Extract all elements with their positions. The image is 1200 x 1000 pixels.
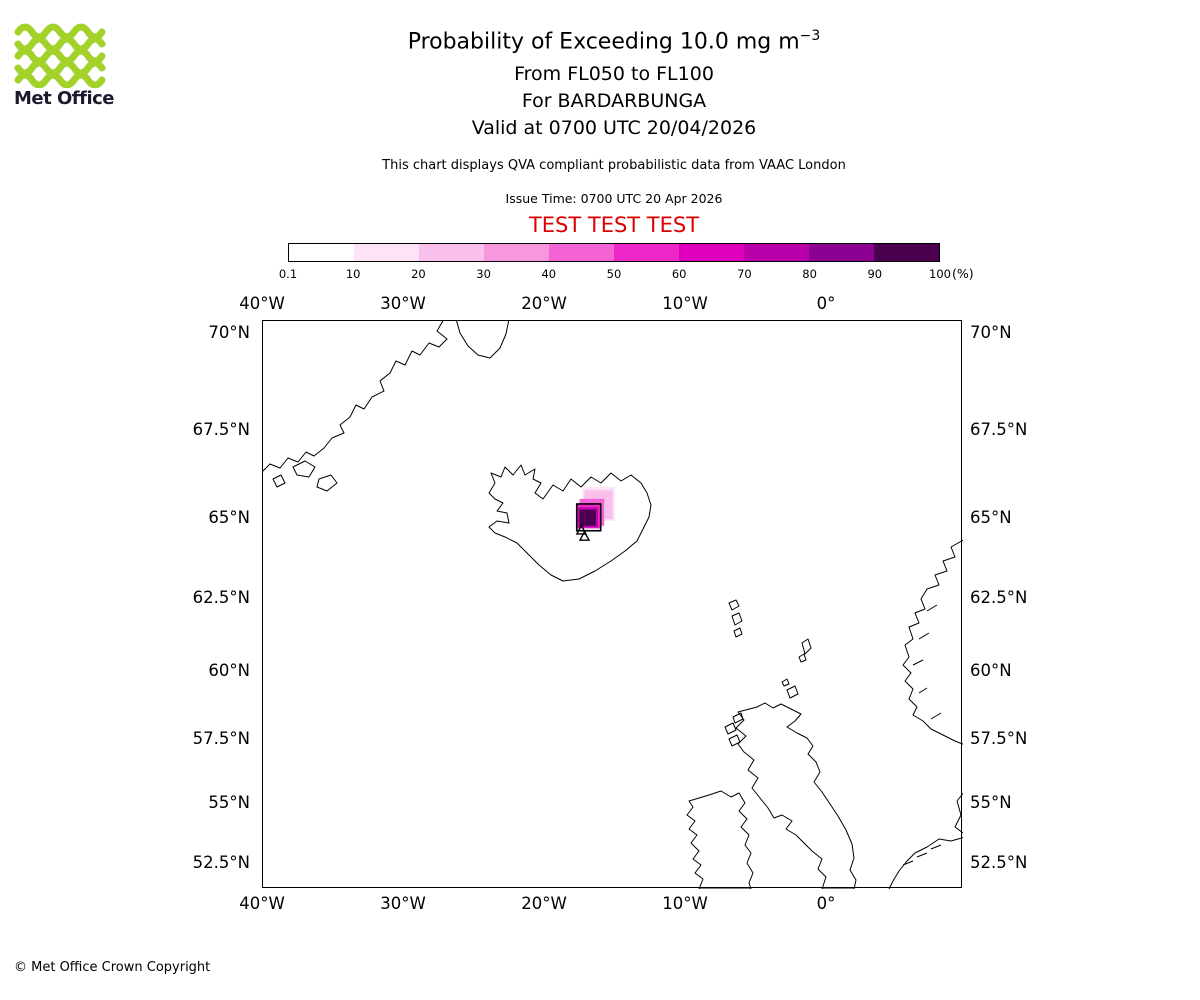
ash-contour-layer <box>575 503 602 541</box>
colorbar-ticks: 0.1 10 20 30 40 50 60 70 80 90 100 <box>279 267 951 283</box>
coastline-norway-fjords <box>912 604 942 720</box>
colorbar-segment <box>289 244 354 261</box>
coastline-greenland <box>263 321 448 472</box>
ash-cloud-layer <box>577 486 615 529</box>
map-canvas <box>263 321 963 889</box>
met-office-logo-text: Met Office <box>14 88 115 109</box>
coastline-hebrides <box>724 712 744 747</box>
latitude-label: 60°N <box>208 661 250 681</box>
latitude-label: 62.5°N <box>192 587 250 607</box>
colorbar-segment <box>679 244 744 261</box>
colorbar-segment <box>874 244 939 261</box>
longitude-label: 0° <box>816 894 836 913</box>
coastline-greenland-islands <box>272 460 338 492</box>
chart-title: Probability of Exceeding 10.0 mg m−3 <box>114 28 1114 54</box>
colorbar-segment <box>354 244 419 261</box>
latitude-label: 65°N <box>970 508 1012 528</box>
colorbar-segment <box>549 244 614 261</box>
colorbar-segment <box>614 244 679 261</box>
longitude-label: 30°W <box>380 294 426 313</box>
longitude-label: 20°W <box>521 894 567 913</box>
colorbar-segment <box>809 244 874 261</box>
qva-note: This chart displays QVA compliant probab… <box>382 158 846 173</box>
map-frame <box>262 320 963 889</box>
latitude-label: 55°N <box>208 792 250 812</box>
colorbar-tick-label: 90 <box>867 267 883 281</box>
coastline-norway <box>902 539 963 745</box>
chart-title-exponent: −3 <box>799 28 821 44</box>
colorbar-tick-label: 30 <box>476 267 491 281</box>
longitude-label: 30°W <box>380 894 426 913</box>
longitude-label: 20°W <box>521 294 567 313</box>
chart-title-text: Probability of Exceeding 10.0 mg m <box>407 29 800 55</box>
met-office-logo: Met Office <box>14 20 124 116</box>
title-block: Probability of Exceeding 10.0 mg m−3 Fro… <box>114 0 1114 250</box>
colorbar-segment <box>744 244 809 261</box>
flight-level-subtitle: From FL050 to FL100 <box>514 63 714 85</box>
latitude-label: 57.5°N <box>970 729 1028 749</box>
coastline-continental <box>888 792 963 889</box>
colorbar-unit-label: (%) <box>952 266 974 281</box>
latitude-label: 52.5°N <box>970 852 1028 872</box>
volcano-marker-icon <box>575 523 588 535</box>
colorbar-tick-label: 80 <box>802 267 817 281</box>
volcano-subtitle: For BARDARBUNGA <box>521 90 707 112</box>
latitude-label: 67.5°N <box>970 420 1028 440</box>
latitude-label: 67.5°N <box>192 420 250 440</box>
colorbar-tick-label: 50 <box>606 267 622 281</box>
volcano-marker-icon <box>578 530 591 541</box>
copyright-notice: © Met Office Crown Copyright <box>14 960 211 975</box>
colorbar-tick-label: 40 <box>541 267 557 281</box>
colorbar-segment <box>419 244 484 261</box>
latitude-label: 70°N <box>208 323 250 342</box>
longitude-label: 10°W <box>662 294 708 313</box>
longitude-label: 0° <box>816 294 836 313</box>
colorbar-tick-label: 10 <box>345 267 361 281</box>
test-banner: TEST TEST TEST <box>528 213 700 237</box>
longitude-label: 40°W <box>239 894 285 913</box>
met-office-waves-icon <box>14 23 106 88</box>
latitude-label: 70°N <box>970 323 1012 342</box>
latitude-label: 62.5°N <box>970 587 1028 607</box>
coastline-shetland-orkney <box>781 638 812 699</box>
colorbar-tick-label: 20 <box>411 267 426 281</box>
coastline-iceland <box>488 464 652 582</box>
ash-contour-outline <box>575 503 602 532</box>
colorbar-tick-label: 100 <box>929 267 951 281</box>
coastline-faroe-islands <box>728 599 743 638</box>
latitude-label: 65°N <box>208 508 250 528</box>
issue-time: Issue Time: 0700 UTC 20 Apr 2026 <box>505 191 723 206</box>
colorbar <box>288 243 940 262</box>
longitude-label: 10°W <box>662 894 708 913</box>
colorbar-segment <box>484 244 549 261</box>
latitude-label: 57.5°N <box>192 729 250 749</box>
latitude-label: 60°N <box>970 661 1012 681</box>
colorbar-tick-label: 70 <box>737 267 752 281</box>
colorbar-tick-label: 0.1 <box>278 267 298 281</box>
latitude-label: 52.5°N <box>192 852 250 872</box>
coastline-greenland-peninsula <box>456 321 510 359</box>
colorbar-tick-label: 60 <box>671 267 687 281</box>
latitude-label: 55°N <box>970 792 1012 812</box>
coastline-ireland <box>686 790 754 889</box>
valid-time-subtitle: Valid at 0700 UTC 20/04/2026 <box>471 117 757 139</box>
longitude-label: 40°W <box>239 294 285 313</box>
ash-probability-cell <box>579 509 596 526</box>
coastline-great-britain <box>735 702 857 889</box>
